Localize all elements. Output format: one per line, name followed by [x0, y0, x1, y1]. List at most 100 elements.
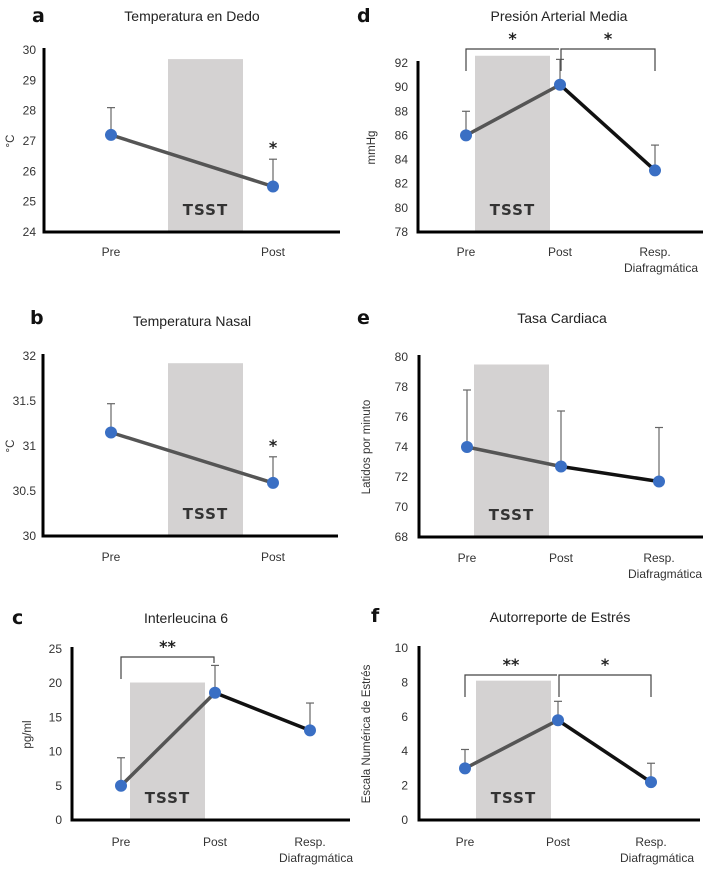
tsst-label: TSST — [145, 789, 190, 807]
y-tick-label: 0 — [55, 813, 62, 827]
x-tick-label: Post — [549, 551, 574, 565]
panel-letter: f — [371, 605, 380, 627]
series-line-segment — [110, 430, 274, 485]
chart-title: Temperatura Nasal — [133, 313, 251, 329]
chart-title: Tasa Cardiaca — [517, 310, 607, 326]
x-tick-label: Post — [546, 835, 571, 849]
y-axis-label: mmHg — [366, 131, 378, 165]
x-tick-label-line: Resp. — [643, 551, 674, 565]
panel-d: d Presión Arterial Media TSST 78 80 82 84 86 88 9… — [357, 5, 703, 275]
y-tick-label: 74 — [395, 440, 409, 454]
panel-e: e Tasa Cardiaca TSST 68 70 72 74 76 78 80 Latidos … — [357, 307, 703, 581]
significance-marker: * — [604, 29, 613, 48]
y-tick-label: 30 — [23, 43, 37, 57]
x-tick-label: Resp. Diafragmática — [620, 835, 694, 865]
significance-marker: ** — [503, 655, 520, 674]
panel-a: a Temperatura en Dedo TSST 24 25 26 27 28 29 30 °C… — [5, 5, 340, 259]
data-point — [645, 776, 657, 789]
significance-bracket — [464, 674, 557, 697]
panel-letter: c — [12, 607, 23, 629]
data-point — [653, 475, 665, 488]
y-tick-label: 82 — [395, 177, 409, 191]
panel-b: b Temperatura Nasal TSST 30 30.5 31 31.5 32 °C Pr… — [5, 307, 338, 564]
chart-title: Interleucina 6 — [144, 610, 228, 626]
y-axis-label: pg/ml — [22, 720, 34, 748]
panel-letter: e — [357, 307, 370, 329]
data-point — [209, 686, 221, 699]
y-tick-label: 88 — [395, 104, 409, 118]
x-tick-label: Post — [203, 835, 228, 849]
significance-marker: ** — [159, 637, 176, 656]
x-tick-label-line: Resp. — [294, 835, 325, 849]
data-point — [105, 128, 117, 141]
significance-marker: * — [508, 29, 517, 48]
data-point — [555, 460, 567, 473]
data-point — [459, 762, 471, 775]
panel-letter: b — [30, 307, 44, 329]
tsst-band — [130, 682, 205, 820]
x-tick-label: Pre — [112, 835, 131, 849]
significance-bracket — [558, 674, 652, 697]
y-tick-label: 30.5 — [13, 484, 37, 498]
data-point — [554, 78, 566, 91]
x-tick-label-line: Pre — [112, 835, 131, 849]
x-tick-label-line: Post — [548, 245, 573, 259]
y-tick-label: 5 — [55, 779, 62, 793]
y-tick-label: 2 — [401, 779, 408, 793]
x-tick-label: Resp. Diafragmática — [279, 835, 353, 865]
y-axis-label: Latidos por minuto — [361, 400, 373, 495]
chart-title: Presión Arterial Media — [491, 8, 628, 24]
panel-f: f Autorreporte de Estrés TSST 0 2 4 6 8 10 Escala… — [361, 605, 700, 865]
y-tick-label: 20 — [49, 676, 63, 690]
data-point — [105, 426, 117, 439]
data-point — [304, 724, 316, 737]
significance-bracket — [465, 48, 559, 71]
y-tick-label: 26 — [23, 164, 37, 178]
x-tick-label-line: Post — [261, 550, 286, 564]
y-tick-label: 15 — [49, 710, 63, 724]
y-tick-label: 6 — [401, 710, 408, 724]
tsst-band — [168, 363, 243, 536]
x-tick-label-line: Post — [546, 835, 571, 849]
series-line-segment — [119, 691, 217, 788]
significance-marker: * — [601, 655, 610, 674]
x-tick-label-line: Pre — [102, 550, 121, 564]
x-tick-label: Resp. Diafragmática — [624, 245, 698, 275]
y-tick-label: 10 — [395, 641, 409, 655]
y-tick-label: 68 — [395, 530, 409, 544]
data-point — [460, 129, 472, 142]
tsst-band — [476, 680, 551, 820]
tsst-label: TSST — [183, 201, 228, 219]
data-point — [461, 441, 473, 453]
x-tick-label-line: Post — [549, 551, 574, 565]
x-tick-label-line: Pre — [102, 245, 121, 259]
significance-marker: * — [269, 138, 278, 157]
x-tick-label: Pre — [458, 551, 477, 565]
series-line-segment — [558, 83, 657, 172]
x-tick-label-line: Resp. — [639, 245, 670, 259]
x-tick-label: Resp. Diafragmática — [628, 551, 702, 581]
x-tick-label-line: Diafragmática — [620, 851, 694, 865]
tsst-band — [475, 55, 550, 232]
panel-letter: d — [357, 5, 371, 27]
x-tick-label: Pre — [102, 245, 121, 259]
y-tick-label: 92 — [395, 56, 409, 70]
y-tick-label: 8 — [401, 675, 408, 689]
panel-c: c Interleucina 6 TSST 0 5 10 15 20 25 pg/ml Pre Pos… — [12, 607, 353, 865]
significance-marker: * — [269, 436, 278, 455]
panel-letter: a — [32, 5, 45, 27]
y-tick-label: 31 — [23, 439, 37, 453]
y-tick-label: 31.5 — [13, 394, 37, 408]
series-line-segment — [110, 133, 274, 189]
x-tick-label-line: Diafragmática — [279, 851, 353, 865]
y-axis-label: °C — [5, 135, 17, 148]
y-tick-label: 78 — [395, 380, 409, 394]
series-line-segment — [214, 691, 311, 733]
x-tick-label-line: Pre — [458, 551, 477, 565]
series-line-segment — [465, 83, 561, 137]
data-point — [267, 476, 279, 489]
y-axis-label: Escala Numérica de Estrés — [361, 664, 373, 803]
y-tick-label: 24 — [23, 225, 37, 239]
significance-bracket — [560, 48, 656, 71]
